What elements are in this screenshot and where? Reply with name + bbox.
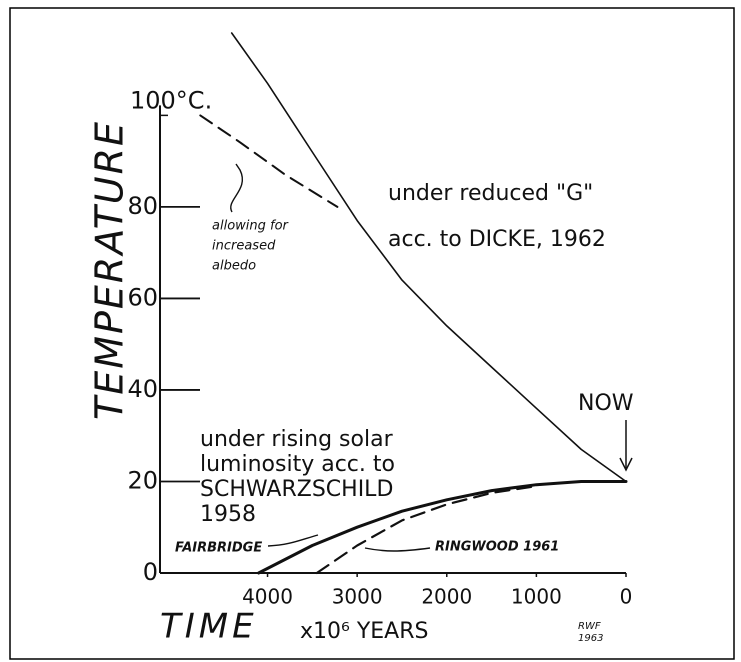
y-tick-label: 40 <box>127 375 158 403</box>
x-tick-label: 0 <box>620 585 633 609</box>
y-axis-label: TEMPERATURE <box>88 120 132 420</box>
y-tick-label: 60 <box>127 283 158 311</box>
x-axis-label: TIME <box>160 607 258 647</box>
annotation: SCHWARZSCHILD <box>200 477 393 502</box>
series-line <box>199 114 339 208</box>
x-tick-label: 2000 <box>421 585 472 609</box>
now-arrowhead <box>619 457 633 472</box>
series-line <box>230 32 627 483</box>
albedo-arrow <box>230 163 243 213</box>
fairbridge-arrow <box>267 534 319 547</box>
annotation: luminosity acc. to <box>200 452 395 477</box>
y-tick-label: 100°C. <box>130 86 212 114</box>
annotation: albedo <box>212 259 256 274</box>
annotation: FAIRBRIDGE <box>175 541 262 556</box>
annotation: increased <box>212 239 276 254</box>
x-tick-label: 4000 <box>242 585 293 609</box>
series-line <box>257 480 628 575</box>
x-unit: x10⁶ YEARS <box>300 619 428 644</box>
signature: RWF <box>578 621 601 632</box>
signature: 1963 <box>578 633 603 644</box>
x-tick-label: 1000 <box>511 585 562 609</box>
annotation: under rising solar <box>200 427 394 452</box>
annotation: 1958 <box>200 502 256 527</box>
annotation: acc. to DICKE, 1962 <box>388 227 606 252</box>
annotation: RINGWOOD 1961 <box>435 540 559 555</box>
annotation: under reduced "G" <box>388 181 593 206</box>
ringwood-arrow <box>364 547 431 552</box>
annotation: NOW <box>578 391 634 416</box>
x-tick-label: 3000 <box>332 585 383 609</box>
y-tick-label: 20 <box>127 466 158 494</box>
annotation: allowing for <box>212 219 290 234</box>
y-tick-label: 80 <box>127 192 158 220</box>
frame <box>9 7 735 660</box>
y-tick-label: 0 <box>143 558 158 586</box>
series-line <box>315 485 538 575</box>
